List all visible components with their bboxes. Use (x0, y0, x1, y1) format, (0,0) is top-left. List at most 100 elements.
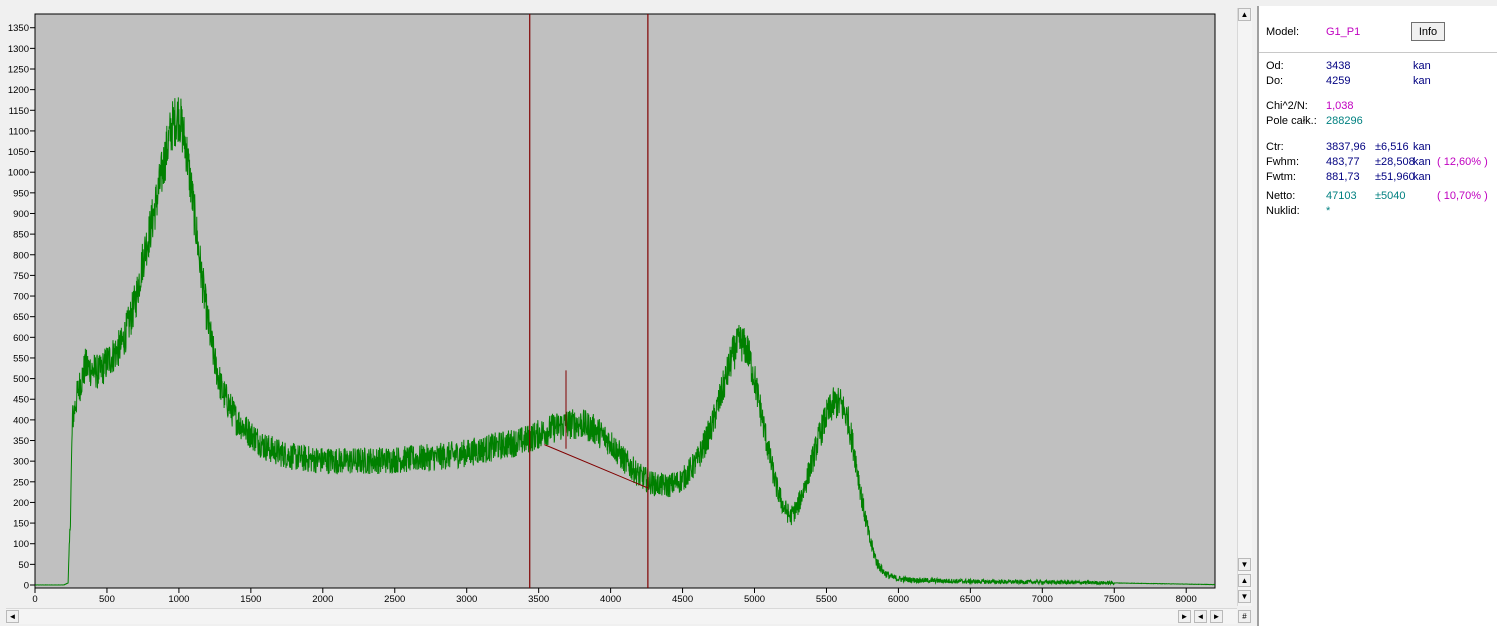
y-tick-label: 950 (13, 188, 29, 199)
y-tick-label: 1250 (8, 65, 29, 76)
x-tick-label: 3500 (528, 594, 549, 605)
netto-error: ±5040 (1375, 190, 1406, 202)
netto-value: 47103 (1326, 190, 1357, 202)
y-tick-label: 0 (24, 581, 29, 592)
background-line (544, 444, 649, 489)
arrow-left-icon: ◄ (8, 611, 17, 621)
arrow-right-icon: ► (1180, 611, 1189, 621)
x-tick-label: 4000 (600, 594, 621, 605)
spectrum-line (34, 97, 1216, 586)
x-tick-label: 8000 (1176, 594, 1197, 605)
x-tick-label: 0 (32, 594, 37, 605)
fit-info-panel: Model: G1_P1 Info Od: 3438 kan Do: 4259 … (1257, 6, 1497, 626)
y-tick-label: 1350 (8, 23, 29, 34)
fwhm-percent: ( 12,60% ) (1437, 156, 1488, 168)
zoom-down-button[interactable]: ▼ (1238, 590, 1251, 603)
y-tick-label: 400 (13, 415, 29, 426)
scroll-left-button[interactable]: ◄ (6, 610, 19, 623)
x-axis: 0 500 1000 1500 2000 2500 3000 3500 4000 4500 5000… (32, 588, 1197, 605)
od-label: Od: (1266, 60, 1284, 72)
y-tick-label: 200 (13, 498, 29, 509)
horizontal-scrollbar[interactable]: ◄ ► ◄ ► # (6, 608, 1251, 624)
fit-markers (529, 14, 649, 588)
scroll-down-button[interactable]: ▼ (1238, 558, 1251, 571)
fwhm-error: ±28,508 (1375, 156, 1415, 168)
y-tick-label: 350 (13, 436, 29, 447)
fwtm-unit: kan (1413, 171, 1431, 183)
netto-label: Netto: (1266, 190, 1296, 202)
do-label: Do: (1266, 75, 1284, 87)
x-tick-label: 2500 (384, 594, 405, 605)
netto-percent: ( 10,70% ) (1437, 190, 1488, 202)
plot-area[interactable] (34, 13, 1216, 589)
x-tick-label: 7000 (1032, 594, 1053, 605)
x-tick-label: 5500 (816, 594, 837, 605)
y-tick-label: 1300 (8, 44, 29, 55)
y-tick-label: 50 (18, 560, 29, 571)
y-tick-label: 300 (13, 457, 29, 468)
y-tick-label: 750 (13, 271, 29, 282)
nuklid-value: * (1326, 205, 1331, 217)
y-tick-label: 1000 (8, 168, 29, 179)
fwhm-unit: kan (1413, 156, 1431, 168)
y-tick-label: 900 (13, 209, 29, 220)
x-tick-label: 500 (99, 594, 115, 605)
y-tick-label: 500 (13, 374, 29, 385)
ctr-value: 3837,96 (1326, 141, 1366, 153)
info-button[interactable]: Info (1411, 22, 1445, 41)
model-value: G1_P1 (1326, 26, 1361, 38)
x-tick-label: 6000 (888, 594, 909, 605)
x-tick-label: 1000 (168, 594, 189, 605)
x-tick-label: 7500 (1104, 594, 1125, 605)
x-tick-label: 4500 (672, 594, 693, 605)
chi-value: 1,038 (1326, 100, 1354, 112)
scroll-up-button[interactable]: ▲ (1238, 8, 1251, 21)
pole-label: Pole całk.: (1266, 115, 1317, 127)
y-tick-label: 650 (13, 312, 29, 323)
vertical-scrollbar[interactable]: ▲ ▼ ▲ ▼ (1237, 8, 1252, 606)
arrow-down-icon: ▼ (1240, 559, 1249, 569)
arrow-down-icon: ▼ (1240, 591, 1249, 601)
hash-button[interactable]: # (1238, 610, 1251, 623)
nuklid-label: Nuklid: (1266, 205, 1300, 217)
do-value: 4259 (1326, 75, 1351, 87)
arrow-left-icon: ◄ (1196, 611, 1205, 621)
fwhm-label: Fwhm: (1266, 156, 1299, 168)
zoom-up-button[interactable]: ▲ (1238, 574, 1251, 587)
arrow-up-icon: ▲ (1240, 575, 1249, 585)
ctr-error: ±6,516 (1375, 141, 1409, 153)
y-tick-label: 1200 (8, 85, 29, 96)
panel-divider (1259, 52, 1497, 53)
y-tick-label: 800 (13, 250, 29, 261)
x-tick-label: 5000 (744, 594, 765, 605)
x-tick-label: 2000 (312, 594, 333, 605)
fwtm-label: Fwtm: (1266, 171, 1296, 183)
arrow-up-icon: ▲ (1240, 9, 1249, 19)
pole-value: 288296 (1326, 115, 1363, 127)
y-tick-label: 100 (13, 539, 29, 550)
ctr-unit: kan (1413, 141, 1431, 153)
y-tick-label: 600 (13, 333, 29, 344)
zoom-right-button[interactable]: ► (1210, 610, 1223, 623)
spectrum-chart[interactable]: 0 50 100 150 200 250 300 350 400 450 500 550 600 650 7… (0, 0, 1237, 626)
y-tick-label: 850 (13, 230, 29, 241)
x-tick-label: 1500 (240, 594, 261, 605)
zoom-left-button[interactable]: ◄ (1194, 610, 1207, 623)
scroll-right-button[interactable]: ► (1178, 610, 1191, 623)
ctr-label: Ctr: (1266, 141, 1284, 153)
od-unit: kan (1413, 60, 1431, 72)
hash-icon: # (1242, 611, 1247, 621)
od-value: 3438 (1326, 60, 1351, 72)
y-axis: 0 50 100 150 200 250 300 350 400 450 500 550 600 650 7… (8, 23, 35, 592)
spectrum-series (34, 97, 1216, 586)
x-tick-label: 3000 (456, 594, 477, 605)
fwtm-value: 881,73 (1326, 171, 1360, 183)
y-tick-label: 700 (13, 292, 29, 303)
chi-label: Chi^2/N: (1266, 100, 1308, 112)
y-tick-label: 550 (13, 353, 29, 364)
fwtm-error: ±51,960 (1375, 171, 1415, 183)
y-tick-label: 1050 (8, 147, 29, 158)
y-tick-label: 1150 (9, 106, 29, 117)
model-label: Model: (1266, 26, 1300, 38)
arrow-right-icon: ► (1212, 611, 1221, 621)
